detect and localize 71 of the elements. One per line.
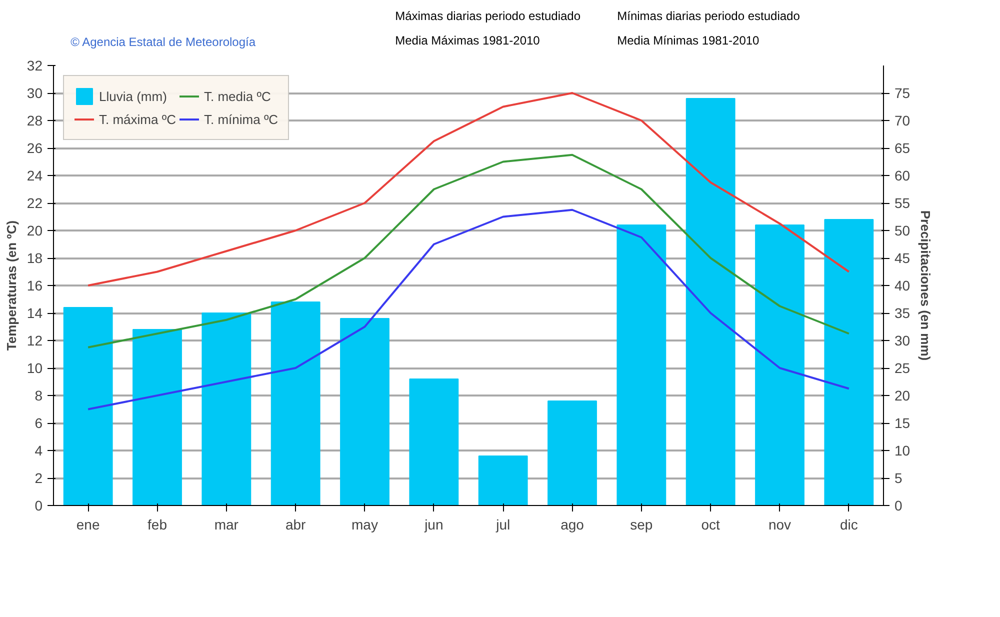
y2-tick-label: 40 xyxy=(894,278,910,294)
y-tick-label: 18 xyxy=(26,250,43,266)
bar xyxy=(132,329,182,506)
x-tick-label: feb xyxy=(148,516,168,532)
y2-tick-label: 10 xyxy=(894,442,910,458)
legend-label: Lluvia (mm) xyxy=(99,88,167,104)
y-tick-label: 10 xyxy=(26,360,43,376)
y2-tick-label: 50 xyxy=(894,222,910,238)
y-tick-label: 0 xyxy=(34,498,43,514)
x-tick-label: jul xyxy=(495,516,510,532)
text: Máximas diarias periodo estudiado xyxy=(395,8,581,23)
y2-tick-label: 30 xyxy=(894,332,910,348)
bar xyxy=(63,307,113,506)
y-tick-label: 12 xyxy=(26,332,43,348)
bar xyxy=(202,312,252,506)
y2-tick-label: 15 xyxy=(894,415,910,431)
bar xyxy=(548,400,597,506)
y2-axis-title: Precipitaciones (en mm) xyxy=(918,210,934,361)
bar xyxy=(824,219,874,506)
line-series xyxy=(87,92,850,286)
y2-tick-label: 35 xyxy=(894,305,910,321)
text: Media Máximas 1981-2010 xyxy=(395,34,540,48)
bar xyxy=(478,456,528,506)
bar xyxy=(686,98,736,506)
y-tick-label: 2 xyxy=(34,470,43,486)
bar xyxy=(755,224,804,506)
text: © Agencia Estatal de Meteorología xyxy=(70,34,256,49)
x-tick-label: jun xyxy=(424,516,444,532)
y-tick-label: 8 xyxy=(34,388,43,404)
y-tick-label: 28 xyxy=(26,112,43,128)
line-series xyxy=(87,208,850,410)
y2-tick-label: 55 xyxy=(894,195,910,211)
y-tick-label: 22 xyxy=(26,195,43,211)
x-tick-label: mar xyxy=(214,516,239,532)
y-tick-label: 32 xyxy=(26,58,43,74)
y-tick-label: 4 xyxy=(34,442,43,458)
line-series xyxy=(87,154,850,348)
y-tick-label: 14 xyxy=(26,305,43,321)
legend-label: T. media ºC xyxy=(204,88,271,104)
y2-tick-label: 65 xyxy=(894,140,910,156)
y2-tick-label: 75 xyxy=(894,85,910,101)
bar xyxy=(340,318,390,506)
x-tick-label: sep xyxy=(630,516,653,532)
y2-tick-label: 60 xyxy=(894,168,910,184)
x-tick-label: ene xyxy=(76,516,100,532)
y-tick-label: 6 xyxy=(34,415,43,431)
x-tick-label: abr xyxy=(285,516,306,532)
y2-tick-label: 45 xyxy=(894,250,910,266)
y-tick-label: 26 xyxy=(26,140,43,156)
y2-tick-label: 25 xyxy=(894,360,910,376)
x-tick-label: oct xyxy=(701,516,720,532)
y2-tick-label: 5 xyxy=(894,470,902,486)
y-tick-label: 24 xyxy=(26,168,43,184)
y-tick-label: 30 xyxy=(26,85,43,101)
y2-tick-label: 70 xyxy=(894,112,910,128)
y2-tick-label: 0 xyxy=(894,498,902,514)
x-tick-label: ago xyxy=(560,516,584,532)
legend-label: T. máxima ºC xyxy=(99,112,176,126)
x-tick-label: nov xyxy=(768,516,792,532)
legend-label: T. mínima ºC xyxy=(204,112,278,126)
text: Mínimas diarias periodo estudiado xyxy=(617,8,800,23)
bar xyxy=(270,302,320,506)
x-tick-label: dic xyxy=(840,516,858,532)
y-tick-label: 20 xyxy=(26,222,43,238)
y-tick-label: 16 xyxy=(26,278,43,294)
text: Media Mínimas 1981-2010 xyxy=(617,34,760,48)
bar xyxy=(616,224,666,506)
y2-tick-label: 20 xyxy=(894,388,910,404)
bar xyxy=(409,378,459,506)
y-axis-title: Temperaturas (en ºC) xyxy=(4,220,19,351)
x-tick-label: may xyxy=(352,516,378,532)
